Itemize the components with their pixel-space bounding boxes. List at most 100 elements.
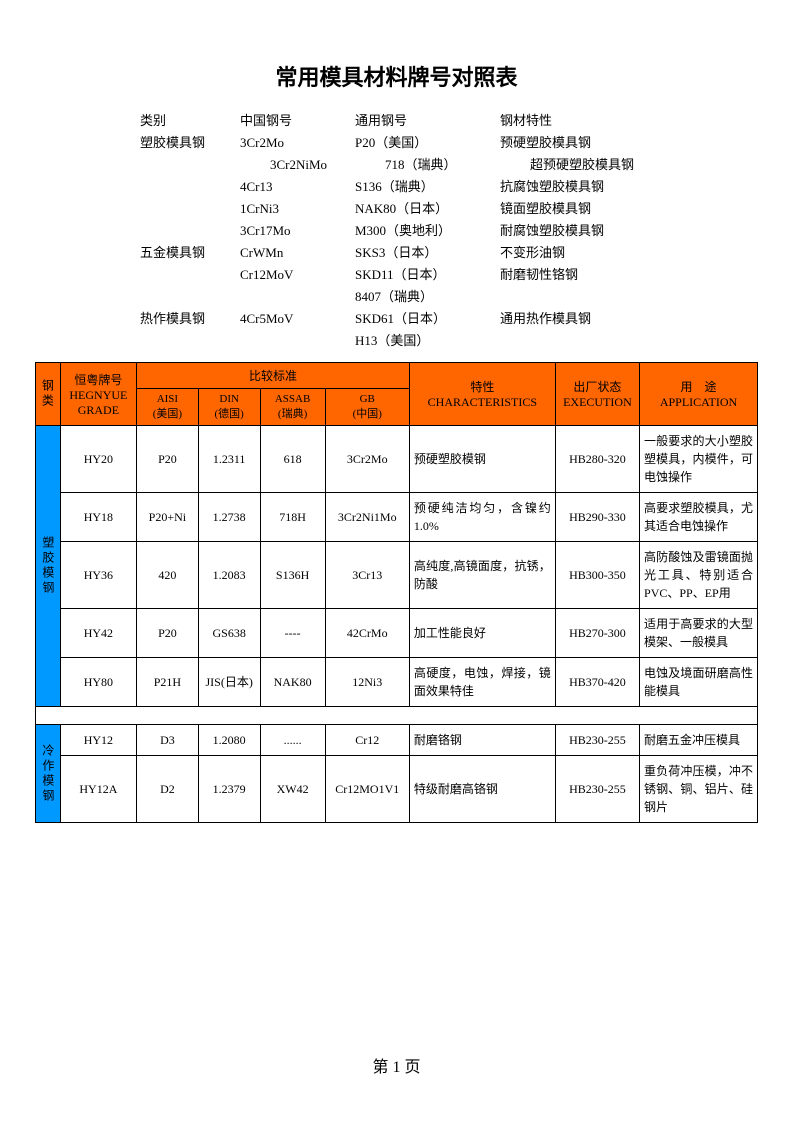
page-title: 常用模具材料牌号对照表: [35, 60, 758, 92]
intro-c3: SKD11（日本）: [355, 264, 500, 286]
cell-din: 1.2083: [198, 542, 260, 609]
cell-gb: 42CrMo: [325, 609, 409, 658]
table-row: HY18P20+Ni1.2738718H3Cr2Ni1Mo预硬纯洁均匀，含镍约 …: [36, 493, 758, 542]
table-header-row1: 钢类 恒粤牌号 HEGNYUE GRADE 比较标准 特性 CHARACTERI…: [36, 363, 758, 389]
intro-row: 8407（瑞典）: [140, 286, 758, 308]
cell-assab: XW42: [260, 756, 325, 823]
cell-char: 高纯度,高镜面度，抗锈，防酸: [409, 542, 555, 609]
intro-c1: 热作模具钢: [140, 308, 240, 330]
cell-gb: Cr12MO1V1: [325, 756, 409, 823]
intro-c3: NAK80（日本）: [355, 198, 500, 220]
th-grade: 恒粤牌号 HEGNYUE GRADE: [60, 363, 136, 426]
table-row: HY80P21HJIS(日本)NAK8012Ni3高硬度，电蚀，焊接，镜面效果特…: [36, 658, 758, 707]
cell-gb: 12Ni3: [325, 658, 409, 707]
cell-aisi: P20+Ni: [137, 493, 199, 542]
cell-din: GS638: [198, 609, 260, 658]
intro-row: 塑胶模具钢3Cr2MoP20（美国）预硬塑胶模具钢: [140, 132, 758, 154]
intro-c2: CrWMn: [240, 242, 355, 264]
intro-row: 1CrNi3NAK80（日本）镜面塑胶模具钢: [140, 198, 758, 220]
intro-c2: 4Cr5MoV: [240, 308, 355, 330]
cell-assab: 718H: [260, 493, 325, 542]
page-number: 第 1 页: [0, 1053, 793, 1077]
cell-char: 加工性能良好: [409, 609, 555, 658]
cell-exec: HB270-300: [555, 609, 639, 658]
intro-row: Cr12MoVSKD11（日本）耐磨韧性铬钢: [140, 264, 758, 286]
intro-c2: 3Cr2Mo: [240, 132, 355, 154]
intro-row: 五金模具钢CrWMnSKS3（日本）不变形油钢: [140, 242, 758, 264]
cell-grade: HY36: [60, 542, 136, 609]
intro-row: 3Cr2NiMo718（瑞典）超预硬塑胶模具钢: [140, 154, 758, 176]
cell-app: 重负荷冲压模，冲不锈钢、铜、铝片、硅钢片: [640, 756, 758, 823]
cell-assab: S136H: [260, 542, 325, 609]
intro-h4: 钢材特性: [500, 110, 680, 132]
category-cell: 塑胶模钢: [36, 426, 61, 707]
cell-exec: HB300-350: [555, 542, 639, 609]
cell-grade: HY42: [60, 609, 136, 658]
table-row: 冷作模钢HY12D31.2080......Cr12耐磨铬钢HB230-255耐…: [36, 725, 758, 756]
intro-row: 4Cr13S136（瑞典）抗腐蚀塑胶模具钢: [140, 176, 758, 198]
cell-aisi: P21H: [137, 658, 199, 707]
intro-c1: [140, 286, 240, 308]
cell-app: 适用于高要求的大型模架、一般模具: [640, 609, 758, 658]
cell-assab: ----: [260, 609, 325, 658]
intro-c4: 镜面塑胶模具钢: [500, 198, 680, 220]
table-row: HY364201.2083S136H3Cr13高纯度,高镜面度，抗锈，防酸HB3…: [36, 542, 758, 609]
intro-c4: 预硬塑胶模具钢: [500, 132, 680, 154]
cell-char: 预硬纯洁均匀，含镍约 1.0%: [409, 493, 555, 542]
table-row: HY42P20GS638----42CrMo加工性能良好HB270-300适用于…: [36, 609, 758, 658]
intro-c1: [140, 330, 240, 352]
th-compare: 比较标准: [137, 363, 410, 389]
cell-grade: HY18: [60, 493, 136, 542]
cell-din: 1.2738: [198, 493, 260, 542]
cell-gb: 3Cr2Ni1Mo: [325, 493, 409, 542]
cell-exec: HB290-330: [555, 493, 639, 542]
intro-c1: [140, 154, 240, 176]
intro-c2: 3Cr17Mo: [240, 220, 355, 242]
cell-assab: ......: [260, 725, 325, 756]
intro-c4: 耐腐蚀塑胶模具钢: [500, 220, 680, 242]
cell-app: 高要求塑胶模具，尤其适合电蚀操作: [640, 493, 758, 542]
cell-aisi: P20: [137, 609, 199, 658]
cell-grade: HY80: [60, 658, 136, 707]
cell-aisi: D3: [137, 725, 199, 756]
cell-aisi: D2: [137, 756, 199, 823]
intro-c1: 五金模具钢: [140, 242, 240, 264]
cell-exec: HB370-420: [555, 658, 639, 707]
intro-c3: 8407（瑞典）: [355, 286, 500, 308]
intro-c2: 3Cr2NiMo: [240, 154, 355, 176]
cell-grade: HY12A: [60, 756, 136, 823]
spacer-row: [36, 707, 758, 725]
cell-app: 高防酸蚀及雷镜面抛光工具、特别适合PVC、PP、EP用: [640, 542, 758, 609]
intro-c3: H13（美国）: [355, 330, 500, 352]
th-aisi: AISI (美国): [137, 389, 199, 426]
intro-c4: [500, 286, 680, 308]
cell-grade: HY20: [60, 426, 136, 493]
cell-char: 耐磨铬钢: [409, 725, 555, 756]
intro-c4: [500, 330, 680, 352]
cell-char: 高硬度，电蚀，焊接，镜面效果特佳: [409, 658, 555, 707]
cell-aisi: 420: [137, 542, 199, 609]
intro-c3: SKD61（日本）: [355, 308, 500, 330]
main-table: 钢类 恒粤牌号 HEGNYUE GRADE 比较标准 特性 CHARACTERI…: [35, 362, 758, 823]
intro-c2: Cr12MoV: [240, 264, 355, 286]
th-exec: 出厂状态 EXECUTION: [555, 363, 639, 426]
cell-exec: HB280-320: [555, 426, 639, 493]
intro-c3: P20（美国）: [355, 132, 500, 154]
intro-c2: [240, 330, 355, 352]
intro-c3: S136（瑞典）: [355, 176, 500, 198]
category-cell: 冷作模钢: [36, 725, 61, 823]
intro-table: 类别 中国钢号 通用钢号 钢材特性 塑胶模具钢3Cr2MoP20（美国）预硬塑胶…: [140, 110, 758, 352]
th-gb: GB (中国): [325, 389, 409, 426]
th-din: DIN (德国): [198, 389, 260, 426]
intro-c4: 抗腐蚀塑胶模具钢: [500, 176, 680, 198]
cell-din: 1.2379: [198, 756, 260, 823]
cell-grade: HY12: [60, 725, 136, 756]
intro-c4: 不变形油钢: [500, 242, 680, 264]
cell-assab: NAK80: [260, 658, 325, 707]
cell-gb: 3Cr13: [325, 542, 409, 609]
intro-c2: 4Cr13: [240, 176, 355, 198]
intro-c4: 耐磨韧性铬钢: [500, 264, 680, 286]
cell-char: 预硬塑胶模钢: [409, 426, 555, 493]
cell-exec: HB230-255: [555, 756, 639, 823]
intro-c3: M300（奥地利）: [355, 220, 500, 242]
